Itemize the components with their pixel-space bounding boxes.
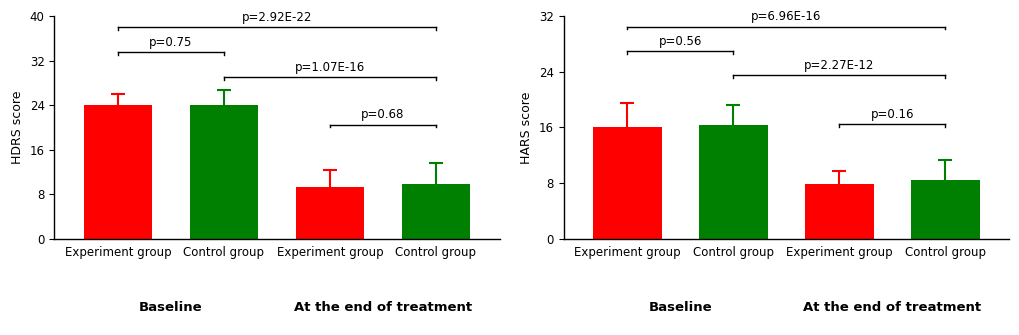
Text: p=0.68: p=0.68 xyxy=(361,108,405,121)
Bar xyxy=(698,125,767,239)
Bar xyxy=(804,184,873,239)
Y-axis label: HARS score: HARS score xyxy=(520,91,533,163)
Bar xyxy=(592,127,661,239)
Bar xyxy=(296,188,364,239)
Bar xyxy=(401,184,470,239)
Text: At the end of treatment: At the end of treatment xyxy=(802,301,980,314)
Y-axis label: HDRS score: HDRS score xyxy=(11,91,24,164)
Text: p=2.27E-12: p=2.27E-12 xyxy=(803,59,873,72)
Text: At the end of treatment: At the end of treatment xyxy=(293,301,472,314)
Bar xyxy=(84,105,152,239)
Text: p=0.75: p=0.75 xyxy=(149,36,193,49)
Text: Baseline: Baseline xyxy=(139,301,203,314)
Text: Baseline: Baseline xyxy=(648,301,711,314)
Bar xyxy=(910,180,979,239)
Text: p=0.56: p=0.56 xyxy=(658,35,701,48)
Bar xyxy=(190,105,258,239)
Text: p=1.07E-16: p=1.07E-16 xyxy=(294,61,365,74)
Text: p=2.92E-22: p=2.92E-22 xyxy=(242,11,312,24)
Text: p=0.16: p=0.16 xyxy=(869,108,913,121)
Text: p=6.96E-16: p=6.96E-16 xyxy=(750,10,820,23)
